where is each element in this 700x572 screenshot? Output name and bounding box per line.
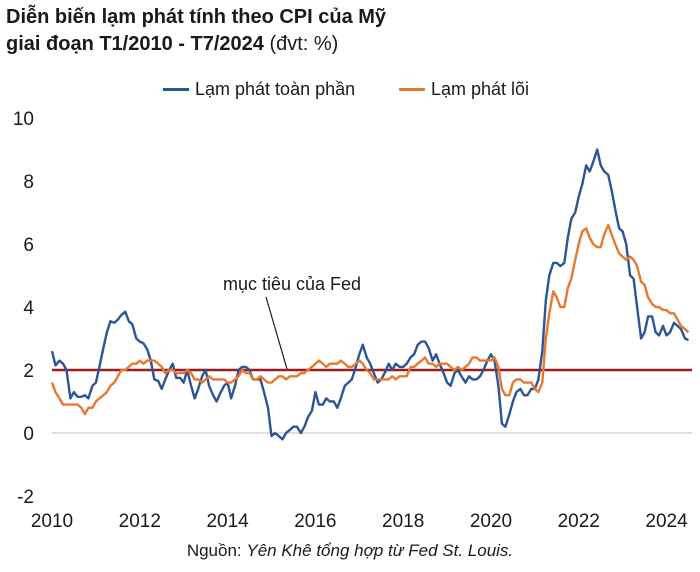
x-tick-label: 2020 bbox=[470, 511, 512, 532]
annotation-pointer bbox=[265, 296, 288, 370]
y-tick-label: 0 bbox=[23, 424, 34, 445]
x-tick-label: 2010 bbox=[31, 511, 73, 532]
legend-item-core: Lạm phát lõi bbox=[399, 79, 529, 100]
x-tick-label: 2016 bbox=[294, 511, 336, 532]
y-tick-label: -2 bbox=[17, 487, 34, 508]
y-tick-label: 8 bbox=[23, 172, 34, 193]
legend-label-headline: Lạm phát toàn phần bbox=[195, 79, 356, 99]
x-tick-label: 2022 bbox=[558, 511, 600, 532]
x-axis: 2010 2012 2014 2016 2018 2020 2022 2024 bbox=[31, 511, 688, 532]
legend-swatch-headline bbox=[163, 88, 189, 91]
legend-label-core: Lạm phát lõi bbox=[431, 79, 530, 99]
source-prefix: Nguồn: bbox=[186, 541, 247, 560]
y-tick-label: 2 bbox=[23, 361, 34, 382]
y-tick-label: 6 bbox=[23, 235, 34, 256]
source-note: Nguồn: Yên Khê tổng hợp từ Fed St. Louis… bbox=[0, 541, 700, 561]
legend-swatch-core bbox=[399, 88, 425, 91]
series-layer bbox=[50, 148, 690, 441]
source-text: Yên Khê tổng hợp từ Fed St. Louis. bbox=[246, 541, 514, 560]
series-line-headline bbox=[50, 148, 689, 441]
x-tick-label: 2024 bbox=[645, 511, 688, 532]
fed-target-annotation: mục tiêu của Fed bbox=[223, 274, 361, 294]
y-tick-label: 10 bbox=[13, 109, 34, 130]
series-line-core bbox=[50, 223, 690, 416]
x-tick-label: 2018 bbox=[382, 511, 424, 532]
chart-title: Diễn biến lạm phát tính theo CPI của Mỹ … bbox=[6, 4, 696, 58]
legend-item-headline: Lạm phát toàn phần bbox=[163, 79, 355, 100]
title-line-2: giai đoạn T1/2010 - T7/2024 bbox=[6, 33, 264, 55]
title-line-1: Diễn biến lạm phát tính theo CPI của Mỹ bbox=[6, 6, 387, 28]
y-axis: -2 0 2 4 6 8 10 bbox=[13, 109, 35, 508]
y-tick-label: 4 bbox=[23, 298, 34, 319]
x-tick-label: 2012 bbox=[119, 511, 161, 532]
x-tick-label: 2014 bbox=[206, 511, 249, 532]
title-unit: (đvt: %) bbox=[263, 33, 339, 55]
